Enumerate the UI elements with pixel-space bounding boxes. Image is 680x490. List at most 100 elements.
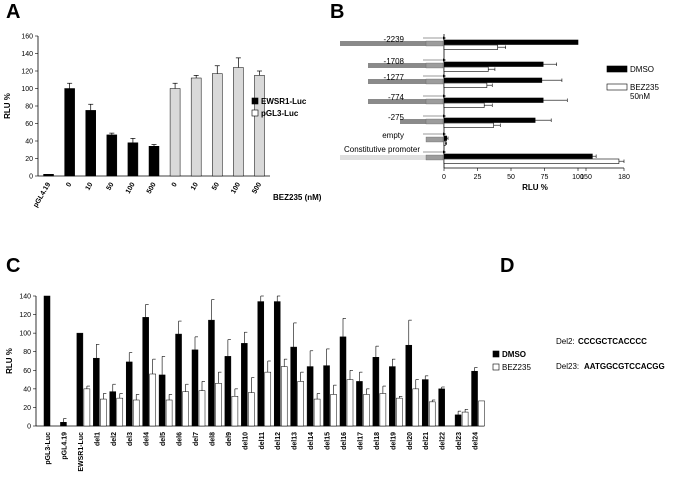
panel-c-bar [363, 394, 370, 427]
panel-a-xlabel: BEZ235 (nM) [273, 193, 322, 202]
panel-a-xtick-label: 0 [171, 181, 179, 188]
panel-c-xtick-label: del5 [160, 432, 167, 446]
panel-c-xtick-label: del1 [94, 432, 101, 446]
panel-c-bar [43, 295, 51, 427]
panel-b-bar [443, 102, 485, 108]
panel-c-ylabel: RLU % [5, 348, 14, 374]
panel-c-xtick-label: del18 [374, 432, 381, 450]
panel-b-bar [443, 39, 579, 45]
panel-c-bar [379, 393, 387, 427]
panel-c-xtick-label: pGL3-Luc [45, 432, 52, 465]
panel-b-promoter-arrowhead [443, 58, 446, 62]
panel-c-bar [231, 396, 239, 427]
panel-c-bar [346, 379, 354, 427]
panel-c-chart: 0 20 40 60 80 100 120 140 RLU % pGL3-Luc pGL4.19 EW… [5, 294, 485, 472]
panel-c-bar [198, 390, 206, 427]
panel-c-xtick-label: del20 [407, 432, 414, 450]
panel-a-ytick-label: 160 [21, 34, 33, 41]
panel-b-luc-box [425, 154, 444, 161]
panel-a-bar [148, 146, 160, 177]
panel-a-xtick-label: 50 [106, 181, 116, 191]
panel-b-bar [443, 135, 447, 141]
panel-c-xtick-label: del16 [341, 432, 348, 450]
panel-b-xtick-label: 75 [541, 174, 549, 181]
panel-a-bar [254, 75, 265, 177]
panel-c-bar [306, 366, 314, 427]
legend-ewsr1-swatch [251, 97, 259, 105]
legend-c-bez235-swatch [492, 363, 500, 371]
legend-bez235-swatch [606, 83, 628, 91]
panel-c-xtick-label: del19 [390, 432, 397, 450]
panel-c-bar [478, 400, 485, 427]
panel-b-promoter-box [340, 41, 426, 46]
panel-c-bar [109, 391, 117, 427]
panel-c-bar [125, 361, 133, 427]
panel-a-bar [169, 88, 181, 177]
panel-b-xlabel: RLU % [522, 183, 548, 192]
panel-b-xtick-label: 0 [442, 174, 446, 181]
panel-c-bar [339, 336, 347, 427]
panel-b-bar [443, 66, 489, 72]
panel-c-bar [471, 370, 478, 427]
panel-c-xtick-label: del13 [292, 432, 299, 450]
panel-c-bar [428, 401, 436, 427]
panel-b-promoter-arrowhead [443, 114, 446, 118]
panel-a-bar [85, 110, 96, 177]
panel-c-ytick-label: 80 [23, 349, 31, 356]
panel-c-bar [412, 388, 420, 427]
panel-c-bar [149, 373, 156, 427]
legend-c-bez235-label: BEZ235 [502, 363, 531, 372]
panel-b-luc-box [425, 136, 444, 143]
panel-b-row-label: -1708 [384, 57, 405, 66]
panel-a-xtick-label: 0 [65, 181, 73, 188]
panel-c-bar [100, 398, 107, 427]
panel-c-ytick-label: 0 [27, 424, 31, 431]
panel-c-bar [215, 383, 222, 427]
panel-c-bar [241, 343, 248, 427]
panel-b-row-label: -275 [388, 113, 405, 122]
panel-c-bar [461, 411, 469, 427]
panel-c-bar [248, 392, 255, 427]
panel-c-xtick-label: del11 [259, 432, 266, 450]
panel-c-xtick-label: EWSR1-Luc [78, 432, 85, 472]
panel-c-bar [60, 422, 67, 427]
panel-a-bar [64, 88, 75, 177]
panel-b-row-label: -2239 [384, 35, 405, 44]
panel-c-xtick-label: del21 [423, 432, 430, 450]
panel-b-bar [443, 153, 593, 159]
panel-c-xtick-label: pGL4.19 [61, 432, 68, 460]
panel-c-ytick-label: 60 [23, 368, 31, 375]
panel-b-promoter-arrowhead [443, 74, 446, 78]
panel-c-xtick-label: del14 [308, 432, 315, 450]
panel-c-xtick-label: del6 [177, 432, 184, 446]
panel-a-xtick-label: pGL4.19 [32, 181, 52, 209]
panel-c-bar [224, 356, 232, 427]
panel-b-row-label: empty [382, 131, 404, 140]
panel-a-legend: EWSR1-Luc pGL3-Luc [251, 97, 307, 118]
panel-c-bar [372, 357, 380, 427]
panel-c-bar [454, 414, 462, 427]
panel-c-bar [83, 388, 91, 427]
panel-b-bar [443, 77, 543, 83]
panel-c-xtick-label: del2 [111, 432, 118, 446]
panel-b-bar [443, 61, 544, 67]
panel-a-bar [43, 174, 54, 177]
panel-c-bar [165, 399, 173, 427]
panel-c-ytick-label: 140 [19, 294, 31, 301]
panel-a-xtick-label: 100 [125, 181, 137, 195]
panel-c-bar [132, 399, 140, 427]
panel-b-legend: DMSO BEZ235 50nM [606, 65, 659, 101]
panel-c-xtick-label: del3 [127, 432, 134, 446]
panel-c-xtick-label: del9 [226, 432, 233, 446]
panel-c-ytick-label: 20 [23, 405, 31, 412]
panel-b-xtick-label: 180 [618, 174, 630, 181]
panel-a-bar [190, 77, 202, 177]
legend-dmso-swatch [606, 65, 628, 73]
panel-d-sequences: Del2: CCCGCTCACCCC Del23: AATGGCGTCCACGG [556, 337, 665, 371]
panel-c-bar [175, 333, 182, 427]
panel-a-bar [212, 73, 223, 177]
panel-b-xtick-label: 150 [580, 174, 592, 181]
panel-b-xtick-label: 25 [474, 174, 482, 181]
